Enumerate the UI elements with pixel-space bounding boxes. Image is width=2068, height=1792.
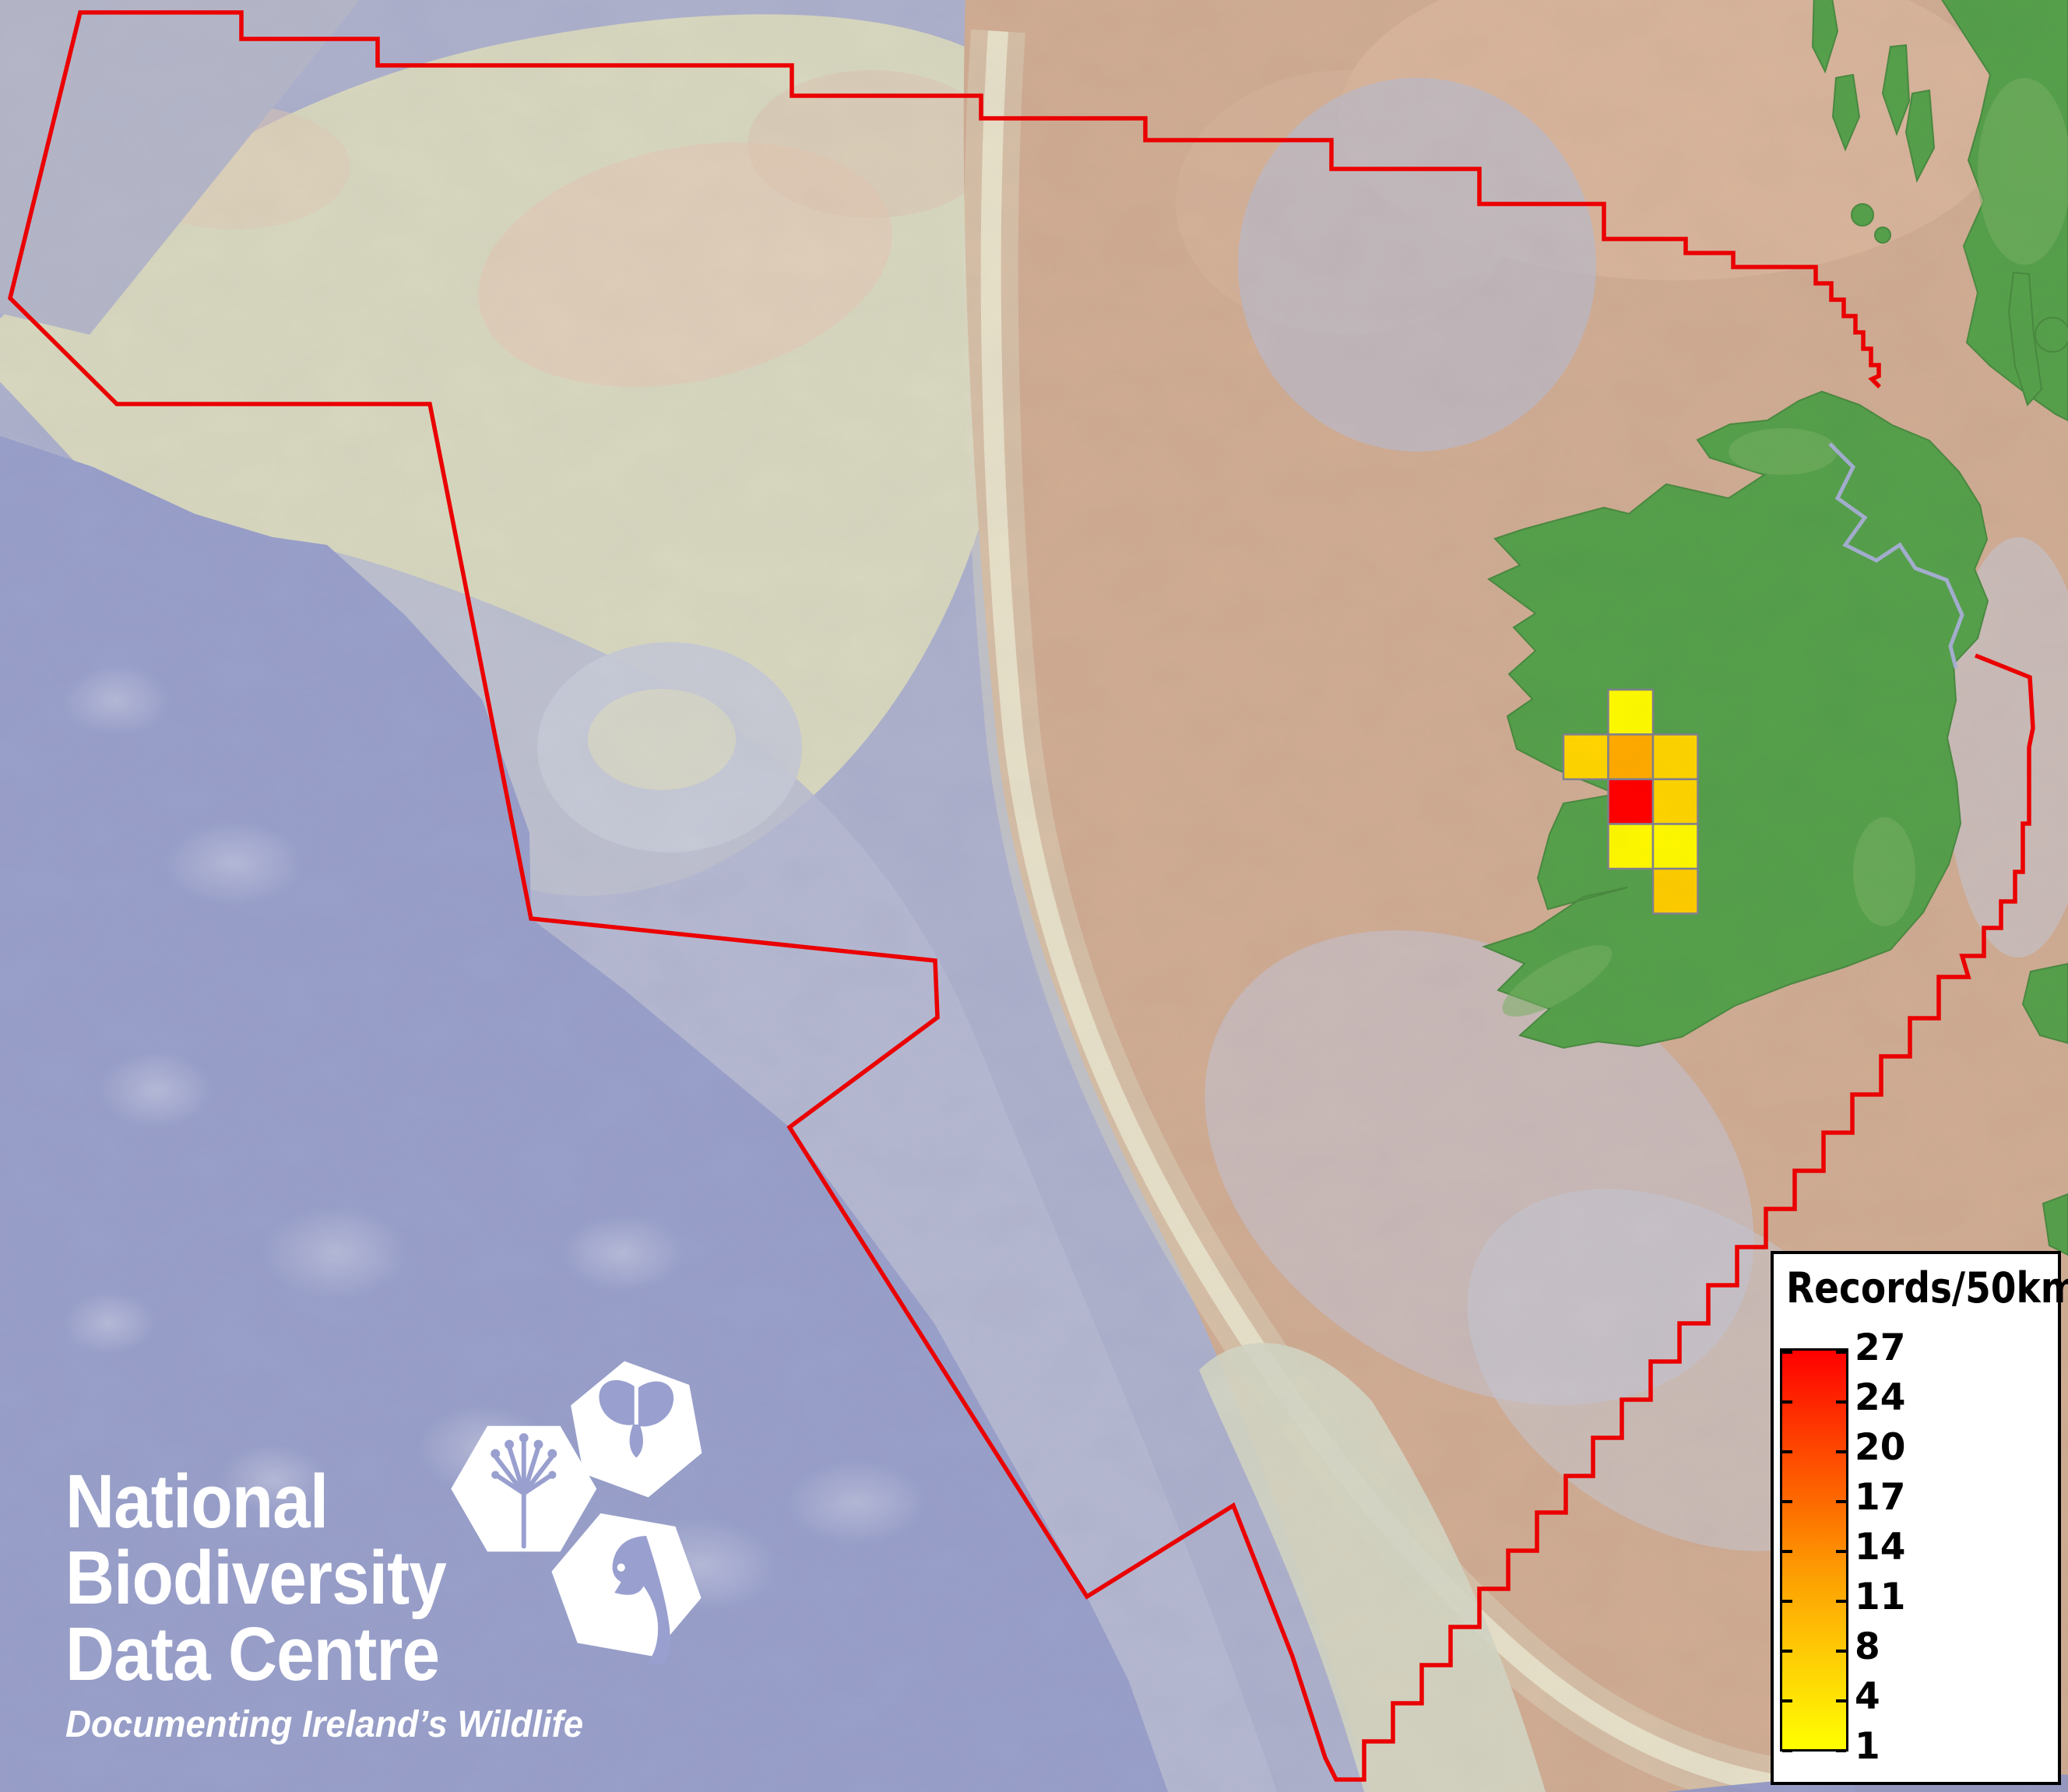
nbdc-logo: National Biodiversity Data Centre Docume…	[65, 1463, 610, 1745]
legend-tick-label: 24	[1855, 1376, 1906, 1419]
legend-box: Records/50km 27 24 20 17 14 11 8 4 1	[1771, 1251, 2068, 1785]
logo-line-1: National	[65, 1459, 329, 1544]
legend-ticks-left	[1782, 1351, 1792, 1752]
butterfly-icon	[599, 1379, 674, 1458]
logo-tagline: Documenting Ireland’s Wildlife	[65, 1704, 584, 1745]
legend-tick-label: 17	[1855, 1476, 1906, 1519]
seahorse-icon	[612, 1535, 670, 1664]
legend-tick-label: 4	[1855, 1675, 1880, 1718]
legend-tick-label: 14	[1855, 1526, 1906, 1569]
legend-title: Records/50km	[1786, 1263, 2068, 1312]
logo-line-3: Data Centre	[65, 1611, 440, 1696]
tree-icon-buds	[491, 1433, 557, 1479]
tree-icon	[493, 1438, 555, 1549]
logo-line-2: Biodiversity	[65, 1535, 447, 1620]
legend-tick-label: 8	[1855, 1625, 1880, 1668]
legend-tick-label: 27	[1855, 1326, 1906, 1369]
legend-colorbar	[1780, 1348, 1848, 1752]
legend-tick-label: 11	[1855, 1576, 1906, 1618]
legend-ticks-right	[1836, 1351, 1846, 1752]
legend-tick-label: 20	[1855, 1426, 1906, 1469]
legend-tick-label: 1	[1855, 1725, 1880, 1768]
nbdc-logo-icons	[451, 1361, 702, 1664]
